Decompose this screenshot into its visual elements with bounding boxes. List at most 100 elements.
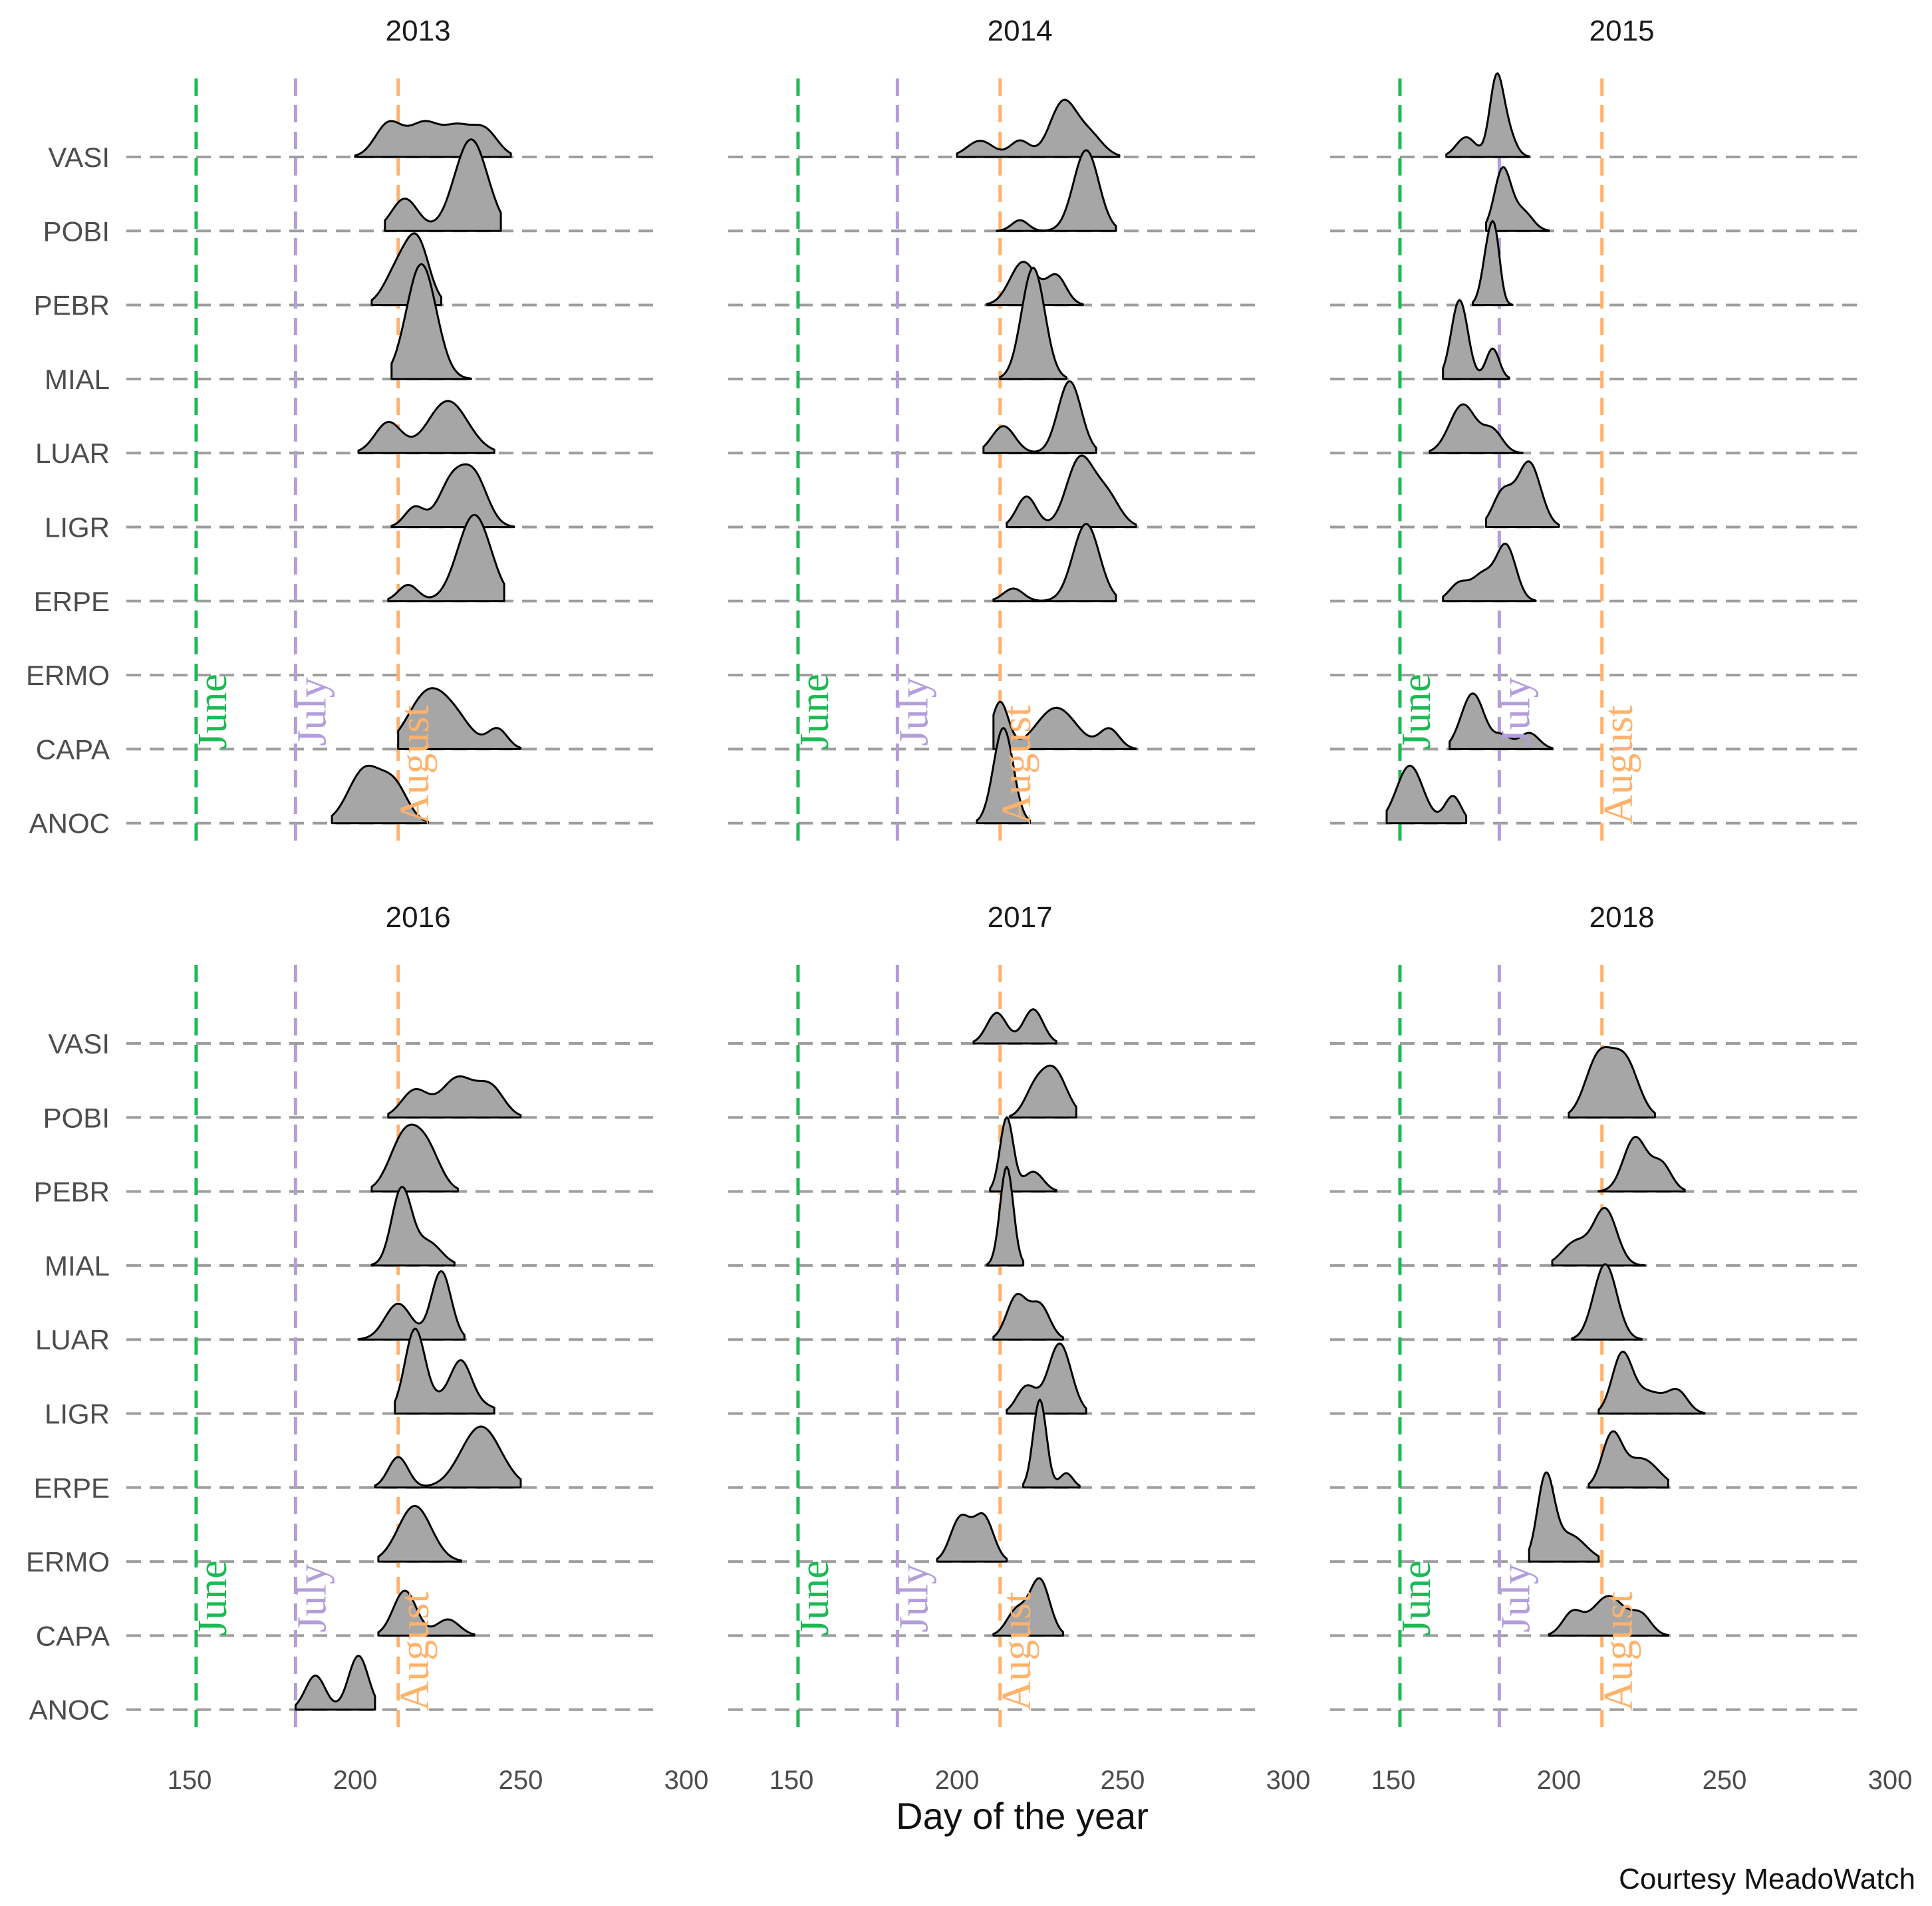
- ridge-2017-mial: [986, 1165, 1025, 1267]
- ridge-2013-vasi: [354, 120, 512, 158]
- x-tick-label: 250: [1703, 1766, 1747, 1795]
- ridge-2015-ligr: [1484, 460, 1560, 528]
- ridge-2017-capa: [992, 1577, 1064, 1637]
- species-label: CAPA: [36, 1620, 110, 1651]
- caption-text: Courtesy MeadoWatch: [1619, 1863, 1915, 1895]
- month-label-august: August: [1596, 1591, 1641, 1710]
- ridge-2016-capa: [377, 1589, 476, 1637]
- ridge-2017-pobi: [1009, 1064, 1077, 1119]
- month-label-august: August: [994, 1591, 1039, 1710]
- ridge-2015-erpe: [1442, 543, 1537, 603]
- panel-2016: 2016 ANOC CAPA ERMO ERPE LIGR LUAR MIAL PEBR POBI…: [26, 901, 655, 1728]
- month-label-june: June: [1394, 674, 1439, 749]
- ridge-2016-pobi: [387, 1075, 522, 1119]
- ridge-2018-capa: [1548, 1595, 1669, 1637]
- ridge-2015-vasi: [1445, 72, 1530, 158]
- ridge-2016-luar: [357, 1270, 466, 1341]
- ridge-2016-ligr: [394, 1327, 495, 1415]
- ridge-2015-anoc: [1385, 764, 1468, 825]
- ridge-2013-pobi: [384, 138, 502, 232]
- ridge-2013-ligr: [390, 463, 515, 528]
- x-tick-label: 300: [1868, 1766, 1913, 1795]
- ridge-2018-pobi: [1568, 1046, 1656, 1119]
- month-label-july: July: [1494, 677, 1539, 746]
- species-label: LIGR: [45, 1399, 110, 1430]
- species-label: MIAL: [45, 364, 110, 395]
- ridge-2014-capa: [992, 700, 1137, 750]
- x-tick-label: 250: [499, 1766, 543, 1795]
- month-label-august: August: [994, 705, 1039, 824]
- species-label: ANOC: [29, 1695, 110, 1726]
- ridge-2013-anoc: [331, 764, 430, 825]
- ridge-2016-anoc: [294, 1655, 376, 1711]
- panels-layer: 2013 ANOC CAPA ERMO ERPE LIGR LUAR MIAL PEBR POBI…: [26, 15, 1865, 1728]
- species-label: ERMO: [26, 660, 110, 691]
- x-axis-title: Day of the year: [896, 1795, 1149, 1837]
- month-markers: [796, 78, 1002, 841]
- ridge-2018-ermo: [1528, 1471, 1600, 1563]
- ridge-2018-luar: [1571, 1263, 1643, 1341]
- x-tick-label: 300: [664, 1766, 709, 1795]
- ridge-2013-luar: [357, 400, 495, 454]
- month-label-july: July: [892, 677, 937, 746]
- ridge-2014-erpe: [992, 523, 1117, 603]
- ridge-2016-ermo: [377, 1504, 462, 1563]
- ridge-2015-mial: [1442, 299, 1510, 380]
- x-tick-label: 150: [168, 1766, 212, 1795]
- ridge-2017-ermo: [936, 1512, 1008, 1563]
- panel-title: 2014: [988, 15, 1053, 47]
- species-label: PEBR: [34, 290, 110, 321]
- x-axes-layer: 150 200 250 300 150 200 250 300 150 200 250 300: [168, 1766, 1913, 1795]
- month-label-july: July: [1494, 1564, 1539, 1632]
- month-label-june: June: [190, 1560, 235, 1636]
- ridge-2014-anoc: [976, 727, 1032, 825]
- x-tick-label: 150: [1371, 1766, 1416, 1795]
- panel-2015: 2015 June July August: [1330, 15, 1865, 841]
- panel-title: 2017: [988, 901, 1053, 934]
- species-label: VASI: [48, 142, 110, 173]
- ridge-2018-ligr: [1597, 1350, 1706, 1415]
- panel-2013: 2013 ANOC CAPA ERMO ERPE LIGR LUAR MIAL PEBR POBI…: [26, 15, 655, 841]
- ridge-2015-capa: [1449, 692, 1554, 750]
- ridge-2015-luar: [1429, 403, 1524, 454]
- month-label-july: July: [290, 677, 335, 746]
- panel-2017: 2017 June July August: [728, 901, 1257, 1728]
- ridge-2018-mial: [1551, 1206, 1646, 1267]
- ridge-2017-luar: [992, 1292, 1064, 1341]
- species-label: POBI: [43, 215, 110, 247]
- month-markers: [194, 965, 400, 1728]
- panel-title: 2016: [386, 901, 451, 934]
- month-markers: [194, 78, 400, 841]
- month-label-july: July: [290, 1564, 335, 1632]
- species-label: POBI: [43, 1102, 110, 1133]
- species-label: ERPE: [34, 586, 110, 617]
- ridge-2013-mial: [390, 263, 472, 380]
- species-label: CAPA: [36, 734, 110, 765]
- ridge-2017-vasi: [972, 1008, 1057, 1045]
- ridge-2014-vasi: [956, 98, 1121, 158]
- species-label: LIGR: [45, 512, 110, 543]
- species-label: VASI: [48, 1028, 110, 1059]
- x-tick-label: 200: [935, 1766, 980, 1795]
- species-label: LUAR: [35, 438, 110, 469]
- x-tick-label: 200: [1537, 1766, 1582, 1795]
- month-label-august: August: [392, 705, 438, 824]
- ridge-2015-pebr: [1472, 219, 1514, 307]
- month-label-july: July: [892, 1564, 937, 1632]
- panel-title: 2018: [1589, 901, 1655, 934]
- month-label-june: June: [792, 674, 837, 749]
- species-label: LUAR: [35, 1324, 110, 1355]
- ridge-2014-mial: [999, 267, 1067, 380]
- species-label: ERPE: [34, 1472, 110, 1504]
- species-label: ERMO: [26, 1546, 110, 1577]
- ridge-2018-erpe: [1587, 1430, 1669, 1489]
- month-markers: [796, 965, 1002, 1728]
- x-tick-label: 200: [333, 1766, 378, 1795]
- panel-title: 2013: [386, 15, 451, 47]
- panel-2018: 2018 June July August: [1330, 901, 1865, 1728]
- ridge-2016-pebr: [370, 1123, 459, 1193]
- month-markers: [1398, 78, 1604, 841]
- ridge-2016-erpe: [374, 1425, 522, 1489]
- ridge-2014-luar: [982, 380, 1097, 454]
